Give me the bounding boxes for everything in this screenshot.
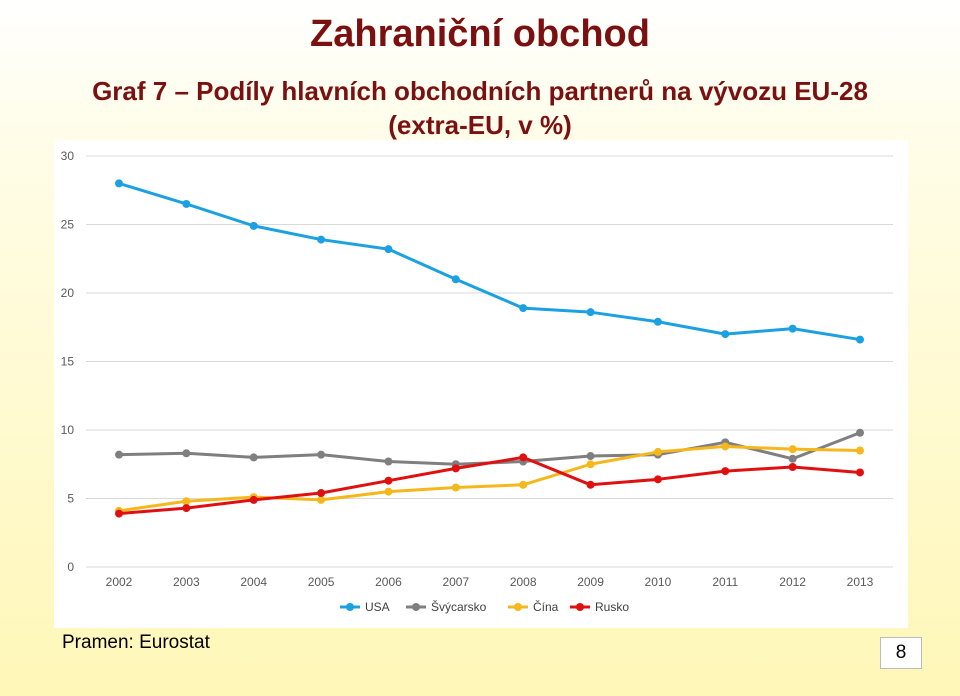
data-point [317,235,326,244]
data-point [586,480,595,489]
data-point [115,509,123,518]
data-point [586,452,595,461]
data-point [451,464,460,473]
legend-swatch-marker [346,603,354,611]
x-tick-label: 2005 [308,575,335,589]
x-tick-label: 2012 [779,575,806,589]
data-point [788,462,797,471]
series-line [118,444,861,513]
data-point [788,324,797,333]
data-point [653,475,662,484]
data-point [249,453,258,462]
y-tick-label: 10 [61,423,75,437]
data-point [586,460,595,469]
data-point [317,495,326,504]
subtitle-line-1: Graf 7 – Podíly hlavních obchodních part… [92,76,868,106]
data-point [115,179,123,188]
plot-area [54,140,908,628]
series-line [118,455,861,516]
data-point [384,487,393,496]
legend-label: Švýcarsko [431,599,487,614]
x-tick-label: 2006 [375,575,402,589]
data-point [317,450,326,459]
legend-label: Čína [533,599,559,614]
data-point [653,317,662,326]
data-point [653,447,662,456]
data-point [384,245,393,254]
data-point [586,308,595,317]
y-tick-label: 25 [61,218,75,232]
x-tick-label: 2010 [645,575,672,589]
data-point [721,330,730,339]
data-point [721,442,730,451]
y-tick-label: 15 [61,355,75,369]
x-tick-label: 2003 [173,575,200,589]
data-point [384,457,393,466]
x-tick-label: 2002 [106,575,133,589]
data-point [519,304,528,313]
chart-subtitle: Graf 7 – Podíly hlavních obchodních part… [30,74,930,142]
data-point [249,221,258,230]
legend-label: Rusko [595,600,629,614]
data-point [182,449,191,458]
data-point [856,468,864,477]
data-point [856,446,864,455]
x-tick-label: 2007 [442,575,469,589]
legend-swatch-marker [412,603,420,611]
page-number: 8 [880,637,922,669]
slide-title: Zahraniční obchod [310,13,650,55]
data-point [451,483,460,492]
x-tick-label: 2008 [510,575,537,589]
legend-swatch-marker [576,603,584,611]
y-tick-label: 30 [61,149,75,163]
y-tick-label: 0 [67,560,74,574]
subtitle-line-2: (extra-EU, v %) [388,110,572,140]
legend-swatch-marker [514,603,522,611]
data-point [856,428,864,437]
series-line [118,181,861,342]
data-point [384,476,393,485]
y-tick-label: 5 [67,492,74,506]
x-tick-label: 2009 [577,575,604,589]
data-point [115,450,123,459]
data-point [182,504,191,513]
data-point [182,497,191,506]
legend-label: USA [365,600,390,614]
data-point [519,480,528,489]
x-tick-label: 2011 [712,575,738,589]
data-point [182,199,191,208]
data-point [249,495,258,504]
data-point [856,335,864,344]
data-point [317,489,326,498]
data-point [788,454,797,463]
data-point [519,453,528,462]
source-note: Pramen: Eurostat [62,632,210,653]
x-tick-label: 2004 [240,575,267,589]
y-tick-label: 20 [61,286,75,300]
data-point [788,445,797,454]
data-point [451,275,460,284]
x-tick-label: 2013 [847,575,874,589]
data-point [721,467,730,476]
